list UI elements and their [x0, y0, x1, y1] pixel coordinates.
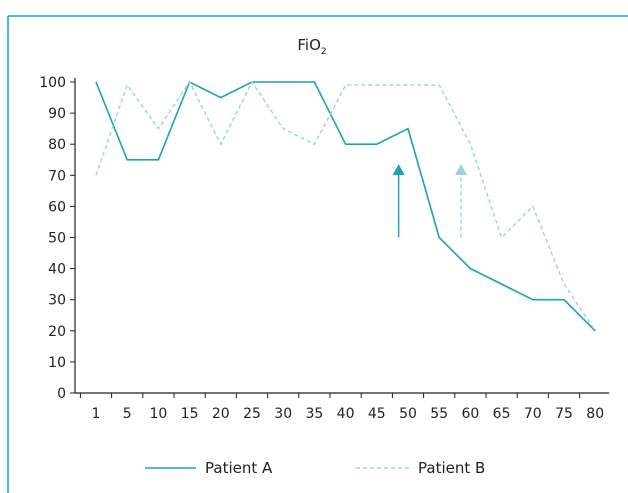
- y-tick-label: 0: [57, 386, 66, 402]
- x-tick-label: 25: [243, 406, 261, 422]
- x-tick-label: 40: [337, 406, 355, 422]
- x-tick-label: 10: [149, 406, 167, 422]
- y-tick-label: 70: [48, 168, 66, 184]
- chart-title-subscript: 2: [321, 47, 327, 57]
- y-tick-label: 10: [48, 355, 66, 371]
- x-tick-label: 60: [461, 406, 479, 422]
- x-tick-label: 5: [123, 406, 132, 422]
- x-tick-label: 1: [92, 406, 101, 422]
- legend: Patient A Patient B: [145, 459, 485, 477]
- y-tick-label: 80: [48, 137, 66, 153]
- x-tick-label: 75: [555, 406, 573, 422]
- x-tick-label: 80: [586, 406, 604, 422]
- chart-title: FiO2: [297, 36, 326, 57]
- y-tick-label: 100: [39, 75, 66, 91]
- x-tick-label: 35: [305, 406, 323, 422]
- x-tick-label: 15: [181, 406, 199, 422]
- y-tick-label: 40: [48, 262, 66, 278]
- chart-title-main: FiO: [297, 36, 321, 54]
- y-tick-label: 90: [48, 106, 66, 122]
- x-tick-label: 45: [368, 406, 386, 422]
- legend-label-patient-a: Patient A: [205, 459, 273, 477]
- x-tick-label: 50: [399, 406, 417, 422]
- x-tick-label: 55: [430, 406, 448, 422]
- series-line-patient-a: [95, 80, 596, 332]
- y-tick-label: 60: [48, 199, 66, 215]
- legend-label-patient-b: Patient B: [418, 459, 485, 477]
- x-tick-label: 65: [493, 406, 511, 422]
- y-tick-label: 20: [48, 324, 66, 340]
- arrow-patient-a-head: [392, 163, 405, 175]
- y-tick-label: 50: [48, 231, 66, 247]
- x-tick-label: 30: [274, 406, 292, 422]
- x-tick-label: 20: [212, 406, 230, 422]
- y-tick-label: 30: [48, 293, 66, 309]
- x-tick-label: 70: [524, 406, 542, 422]
- arrow-patient-b-head: [455, 163, 468, 175]
